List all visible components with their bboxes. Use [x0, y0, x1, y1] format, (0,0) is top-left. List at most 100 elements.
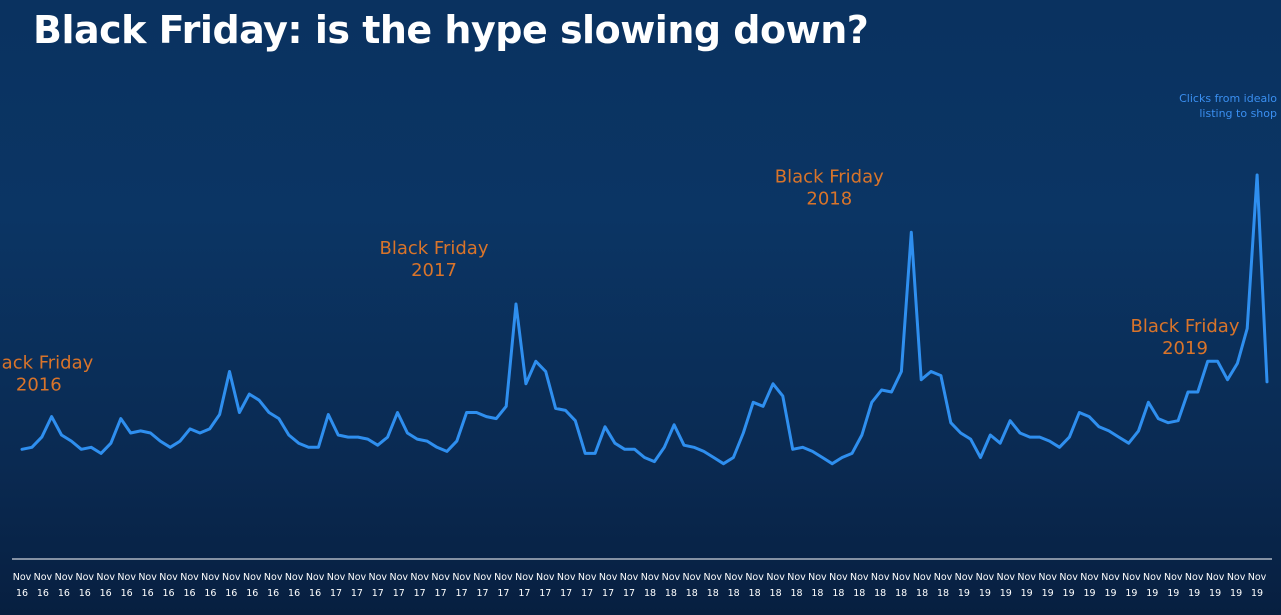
x-tick-label: 19 [1146, 588, 1158, 599]
x-tick-label: Nov [243, 572, 262, 583]
x-tick-label: Nov [1185, 572, 1204, 583]
data-point [584, 452, 587, 455]
data-point [307, 446, 310, 449]
annotation-label: 2018 [806, 188, 852, 209]
data-point [109, 442, 113, 445]
data-point [1246, 327, 1249, 330]
data-point [989, 433, 992, 437]
x-tick-label: Nov [850, 572, 869, 583]
series-line-clicks [20, 173, 1269, 466]
data-point [781, 394, 784, 398]
x-tick-label: Nov [515, 572, 534, 583]
data-point [346, 435, 350, 439]
x-tick-label: 17 [476, 588, 488, 599]
x-tick-label: 19 [1209, 588, 1221, 599]
data-point [554, 407, 557, 410]
x-tick-label: Nov [494, 572, 513, 583]
x-tick-label: Nov [1080, 572, 1099, 583]
data-point [791, 448, 794, 451]
data-point [60, 433, 63, 437]
data-point [1087, 415, 1091, 418]
x-tick-label: Nov [306, 572, 325, 583]
x-tick-label: 17 [351, 588, 363, 599]
data-point [1196, 390, 1200, 394]
x-tick-label: 19 [1042, 588, 1054, 599]
x-tick-label: 16 [121, 588, 133, 599]
data-point [593, 452, 597, 455]
x-tick-label: 18 [853, 588, 865, 599]
data-point [1028, 435, 1032, 439]
x-tick-label: Nov [829, 572, 848, 583]
x-tick-label: 19 [1063, 588, 1075, 599]
data-point [257, 399, 261, 402]
x-tick-label: Nov [1248, 572, 1267, 583]
data-point [524, 382, 528, 385]
x-tick-label: 16 [204, 588, 216, 599]
x-tick-label: Nov [599, 572, 618, 583]
data-point [1127, 442, 1130, 445]
data-point [870, 401, 873, 404]
x-tick-label: 19 [1021, 588, 1033, 599]
x-tick-label: 19 [1125, 588, 1137, 599]
x-tick-label: 16 [58, 588, 70, 599]
x-tick-label: 18 [832, 588, 844, 599]
x-tick-label: 18 [874, 588, 886, 599]
x-tick-label: 17 [602, 588, 614, 599]
x-tick-label: Nov [536, 572, 555, 583]
data-point [623, 448, 626, 451]
data-point [761, 405, 765, 408]
x-tick-label: Nov [1122, 572, 1141, 583]
x-tick-label: Nov [452, 572, 471, 583]
data-point [1117, 435, 1121, 439]
data-point [1216, 360, 1219, 363]
data-point [1236, 362, 1239, 365]
x-tick-label: Nov [1017, 572, 1036, 583]
x-tick-label: 17 [435, 588, 447, 599]
data-point [178, 439, 182, 443]
x-tick-label: Nov [934, 572, 953, 583]
data-point [771, 382, 775, 385]
data-point [840, 456, 844, 459]
x-tick-label: 16 [37, 588, 49, 599]
x-tick-label: 17 [456, 588, 468, 599]
data-point [920, 378, 923, 381]
data-point [999, 442, 1002, 445]
data-point [485, 415, 488, 418]
data-point [366, 437, 369, 441]
data-point [238, 411, 241, 414]
data-point [1018, 431, 1022, 435]
annotation-label: Black Friday [0, 353, 94, 374]
x-tick-label: Nov [34, 572, 53, 583]
annotation-label: Black Friday [775, 166, 884, 187]
data-point [505, 405, 508, 408]
data-point [1176, 419, 1180, 422]
x-tick-label: Nov [138, 572, 157, 583]
data-point [1157, 417, 1160, 420]
x-tick-label: Nov [704, 572, 723, 583]
data-point [732, 456, 735, 459]
x-tick-label: 16 [246, 588, 258, 599]
data-point [228, 370, 231, 373]
annotation-label: Black Friday [380, 238, 489, 259]
data-points [20, 173, 1269, 465]
data-point [445, 450, 449, 453]
data-point [129, 431, 132, 435]
x-tick-label: Nov [641, 572, 660, 583]
data-point [613, 442, 617, 445]
data-point [80, 448, 83, 451]
data-point [682, 444, 686, 447]
x-tick-label: 17 [372, 588, 384, 599]
data-point [1068, 435, 1071, 439]
x-tick-label: Nov [348, 572, 367, 583]
x-tick-label: 18 [916, 588, 928, 599]
x-tick-label: 16 [267, 588, 279, 599]
x-tick-label: Nov [1227, 572, 1246, 583]
annotation-label: 2016 [16, 375, 62, 396]
data-point [1038, 435, 1041, 439]
data-point [752, 401, 755, 404]
data-point [1167, 421, 1170, 424]
x-axis-ticks: Nov 16 Nov 16 Nov 16 Nov 16 Nov 16 Nov 16 Nov 16 Nov 16… [13, 572, 1267, 599]
x-tick-label: Nov [96, 572, 115, 583]
data-point [702, 450, 705, 453]
